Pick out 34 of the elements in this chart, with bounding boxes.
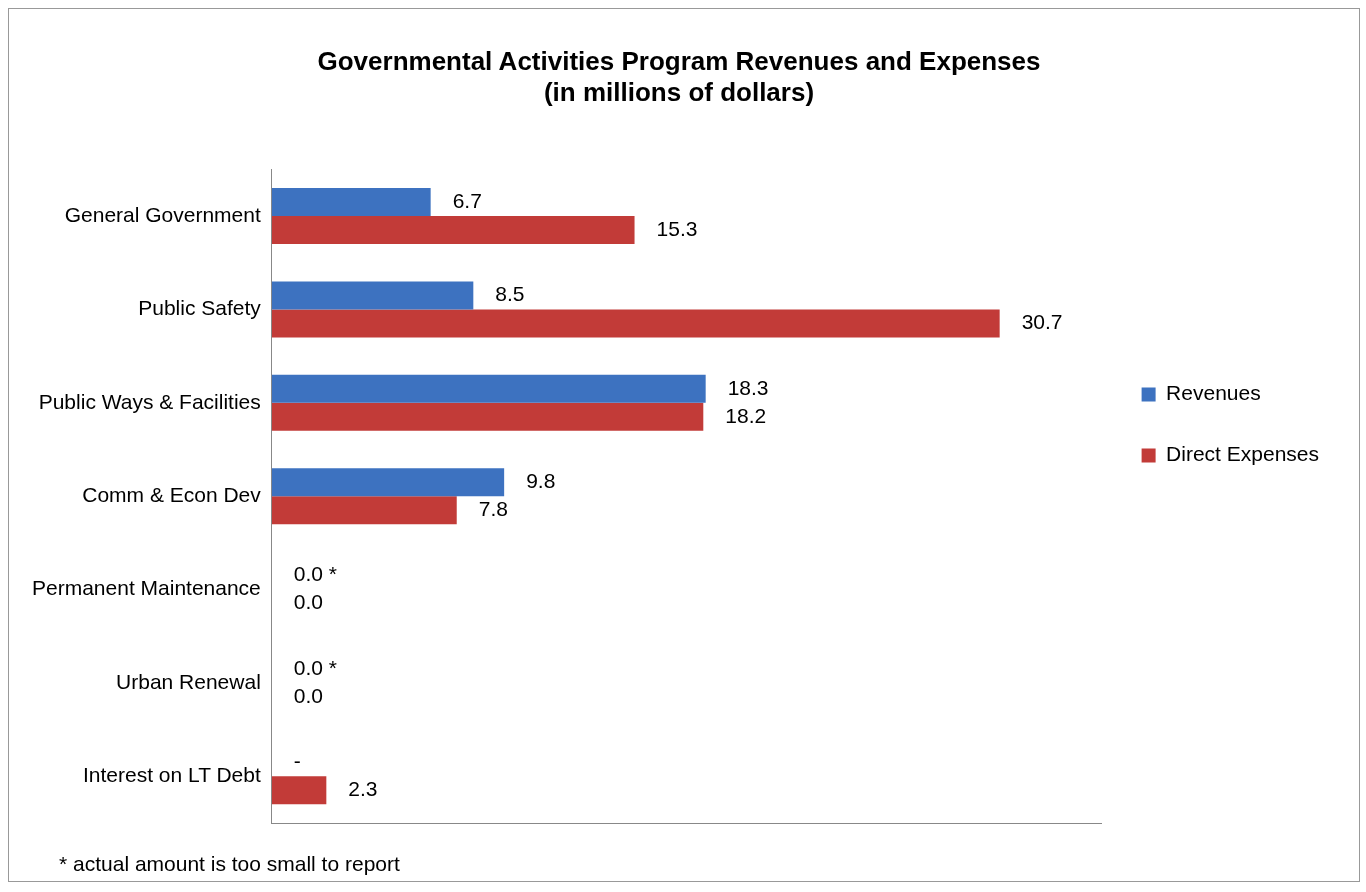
y-tick-label: General Government <box>64 202 261 226</box>
y-tick-label: Public Safety <box>138 296 262 320</box>
y-tick-label: Comm & Econ Dev <box>82 483 262 506</box>
y-tick-label: Interest on LT Debt <box>82 763 261 787</box>
data-label: 15.3 <box>656 216 698 240</box>
data-label: - <box>293 749 301 773</box>
data-label: 7.8 <box>478 497 508 520</box>
bar <box>271 402 704 431</box>
data-label: 8.5 <box>495 282 525 306</box>
y-tick-label: Urban Renewal <box>116 669 261 693</box>
chart-title: Governmental Activities Program Revenues and Expenses (in millions of dollars) <box>317 45 1041 107</box>
data-label: 2.3 <box>348 777 378 801</box>
y-tick-label: Public Ways & Facilities <box>38 389 261 413</box>
data-label: 0.0 <box>293 590 324 614</box>
data-label: 9.8 <box>526 468 556 492</box>
data-label: 18.2 <box>725 403 767 427</box>
legend-label: Revenues <box>1166 381 1261 405</box>
legend-label: Direct Expenses <box>1166 442 1320 466</box>
text: * actual amount is too small to report <box>59 851 400 875</box>
bar <box>271 281 474 310</box>
data-label: 6.7 <box>452 188 482 212</box>
data-label: 18.3 <box>727 375 769 399</box>
data-label: 0.0 * <box>293 562 338 586</box>
bar <box>271 309 1000 338</box>
data-label: 0.0 <box>293 683 324 707</box>
bar <box>271 216 635 245</box>
bar <box>271 776 327 805</box>
y-tick-label: Permanent Maintenance <box>31 576 261 600</box>
data-label: 30.7 <box>1021 310 1063 334</box>
bar <box>271 374 706 403</box>
bar <box>271 188 431 217</box>
bar <box>271 468 505 497</box>
bar <box>271 496 457 525</box>
data-label: 0.0 * <box>293 655 338 679</box>
